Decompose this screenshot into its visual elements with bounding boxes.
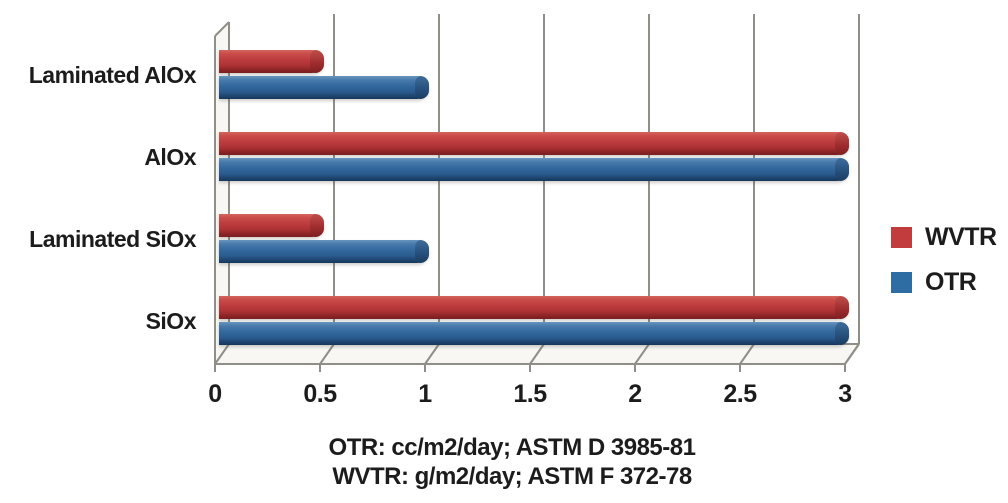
otr-legend-label: OTR: [925, 267, 977, 296]
x-tick-label-0: 0: [208, 380, 222, 408]
legend: WVTR OTR: [891, 222, 997, 314]
x-tick-label-0.5: 0.5: [303, 380, 337, 408]
left-wall: [215, 22, 229, 364]
x-tick-label-1.5: 1.5: [513, 380, 547, 408]
category-label-alox: AlOx: [144, 144, 196, 170]
axis-footnotes: OTR: cc/m2/day; ASTM D 3985-81 WVTR: g/m…: [8, 433, 1008, 491]
wvtr-legend-label: WVTR: [925, 222, 997, 251]
category-label-laminated-alox: Laminated AlOx: [28, 62, 197, 88]
x-tick-label-2.5: 2.5: [723, 380, 757, 408]
wvtr-color-swatch: [891, 226, 912, 248]
tick-connector-1.5: [529, 343, 545, 365]
bar-otr-siox: [219, 322, 849, 345]
x-tick-label-3: 3: [838, 380, 852, 408]
tick-connector-1: [424, 343, 440, 365]
category-label-laminated-siox: Laminated SiOx: [29, 226, 196, 252]
left-wall-top-edge: [214, 21, 230, 37]
footnote-wvtr: WVTR: g/m2/day; ASTM F 372-78: [332, 463, 692, 490]
category-label-siox: SiOx: [145, 308, 197, 334]
legend-item-otr: OTR: [891, 267, 997, 296]
bar-otr-laminated-siox: [219, 240, 429, 263]
bar-wvtr-siox: [219, 296, 849, 319]
tick-connector-2: [634, 343, 650, 365]
bar-wvtr-alox: [219, 132, 849, 155]
tick-connector-0: [214, 343, 230, 365]
bar-otr-alox: [219, 158, 849, 181]
bar-otr-laminated-alox: [219, 76, 429, 99]
tick-connector-3: [844, 343, 860, 365]
otr-color-swatch: [891, 271, 912, 293]
bar-wvtr-laminated-alox: [219, 50, 324, 73]
bar-wvtr-laminated-siox: [219, 214, 324, 237]
x-tick-label-2: 2: [628, 380, 642, 408]
legend-item-wvtr: WVTR: [891, 222, 997, 251]
footnote-otr: OTR: cc/m2/day; ASTM D 3985-81: [328, 434, 696, 461]
x-tick-label-1: 1: [418, 380, 432, 408]
tick-connector-2.5: [739, 343, 755, 365]
tick-connector-0.5: [319, 343, 335, 365]
